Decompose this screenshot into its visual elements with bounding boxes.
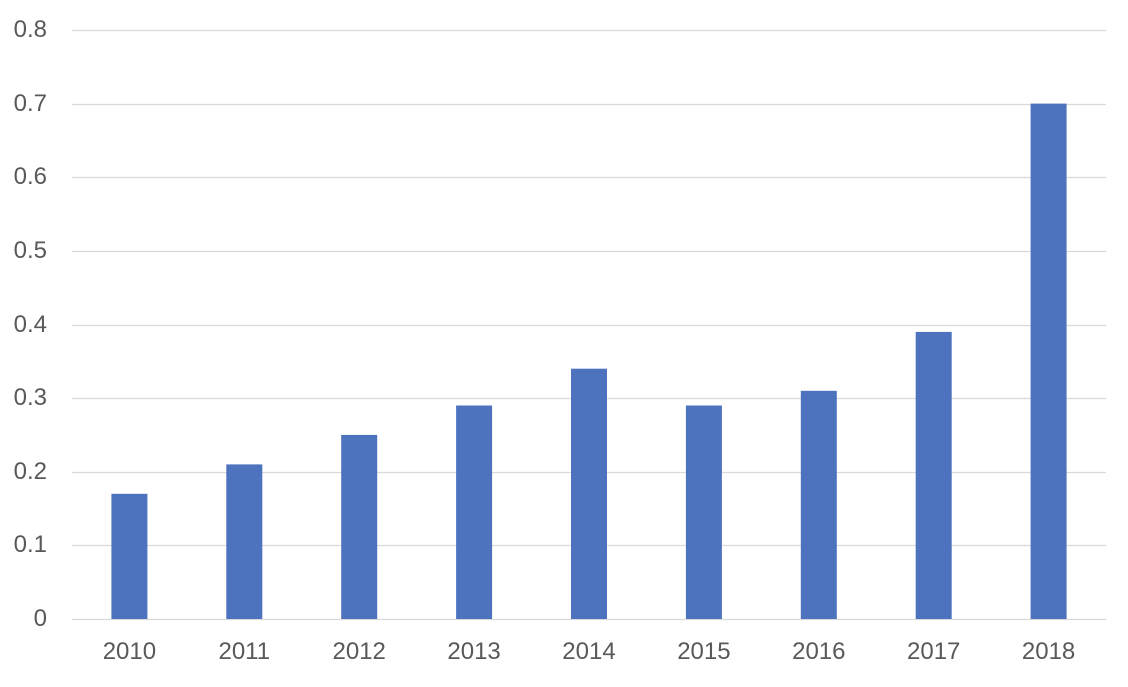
y-tick-label: 0.3 <box>14 384 47 411</box>
x-tick-label: 2011 <box>218 638 270 665</box>
x-tick-label: 2013 <box>447 638 500 665</box>
y-tick-label: 0.2 <box>14 458 47 485</box>
bar-2010 <box>111 493 148 619</box>
bar-2011 <box>226 464 263 619</box>
y-tick-label: 0.4 <box>14 311 47 338</box>
bar-2013 <box>456 405 493 619</box>
y-tick-label: 0.8 <box>14 16 47 43</box>
y-tick-label: 0.7 <box>14 90 47 117</box>
x-tick-label: 2015 <box>677 638 730 665</box>
bar-2012 <box>341 434 378 619</box>
x-tick-label: 2018 <box>1022 638 1075 665</box>
x-tick-label: 2016 <box>792 638 845 665</box>
x-tick-label: 2014 <box>562 638 615 665</box>
bars <box>111 103 1067 620</box>
x-axis-tick-labels: 2010 2011 2012 2013 2014 2015 2016 2017 2018 <box>103 638 1076 665</box>
bar-2015 <box>685 405 722 619</box>
y-tick-label: 0.1 <box>14 531 47 558</box>
bar-2018 <box>1030 103 1067 620</box>
x-tick-label: 2017 <box>907 638 960 665</box>
bar-2014 <box>571 368 607 619</box>
y-tick-label: 0 <box>34 605 47 632</box>
y-axis-tick-labels: 0 0.1 0.2 0.3 0.4 0.5 0.6 0.7 0.8 <box>14 16 47 632</box>
x-tick-label: 2012 <box>333 638 386 665</box>
bar-2016 <box>800 390 837 619</box>
y-tick-label: 0.5 <box>14 237 47 264</box>
y-tick-label: 0.6 <box>14 163 47 190</box>
bar-2017 <box>915 331 952 619</box>
x-tick-label: 2010 <box>103 638 156 665</box>
